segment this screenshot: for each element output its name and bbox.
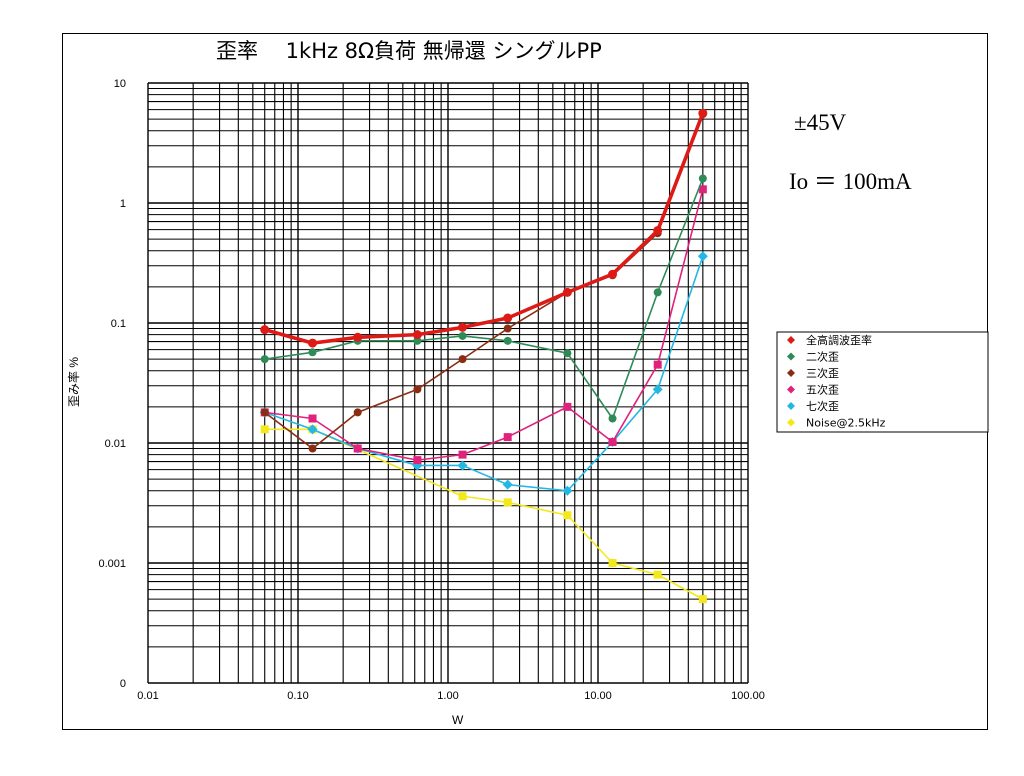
data-point <box>698 595 707 604</box>
x-axis-label: W <box>452 713 464 727</box>
data-point <box>652 384 663 395</box>
data-point <box>653 225 663 235</box>
legend-item: 三次歪 <box>787 366 839 380</box>
data-point <box>353 408 362 417</box>
chart-title: 歪率 1kHz 8Ω負荷 無帰還 シングルPP <box>216 39 602 63</box>
data-point <box>502 479 513 490</box>
data-point <box>698 185 707 194</box>
data-point <box>653 570 662 579</box>
data-point <box>458 322 468 332</box>
series-line <box>264 255 704 492</box>
x-tick-label: 100.00 <box>731 690 765 702</box>
data-point <box>698 174 707 183</box>
series-2 <box>260 110 707 453</box>
data-point <box>353 332 363 342</box>
series-layer <box>259 108 708 604</box>
data-point <box>458 450 467 459</box>
data-point <box>413 456 422 465</box>
x-tick-label: 0.01 <box>137 690 158 702</box>
x-tick-label: 10.00 <box>584 690 612 702</box>
data-point <box>562 287 572 297</box>
data-point <box>308 414 317 423</box>
data-point <box>787 369 795 377</box>
data-point <box>412 330 422 340</box>
data-point <box>260 325 270 335</box>
data-point <box>787 402 795 410</box>
grid <box>147 82 749 684</box>
data-point <box>260 408 269 417</box>
legend-item: 二次歪 <box>787 350 839 364</box>
data-point <box>458 355 467 364</box>
x-tick-label: 1.00 <box>437 690 458 702</box>
y-axis-label: 歪み率 % <box>66 357 81 407</box>
legend-label: Noise@2.5kHz <box>806 417 886 430</box>
legend-item: Noise@2.5kHz <box>787 417 886 430</box>
data-point <box>562 485 573 496</box>
data-point <box>503 336 512 345</box>
data-point <box>608 414 617 423</box>
legend-item: 七次歪 <box>787 399 839 413</box>
data-point <box>458 492 467 501</box>
series-line <box>264 112 705 345</box>
data-point <box>353 444 362 453</box>
series-line <box>264 178 704 420</box>
series-5 <box>260 425 707 604</box>
y-tick-label: 0.1 <box>111 318 126 330</box>
legend-label: 二次歪 <box>806 350 839 364</box>
data-point <box>503 313 513 323</box>
data-point <box>608 559 617 567</box>
data-point <box>457 460 468 471</box>
x-tick-label: 0.10 <box>287 690 308 702</box>
y-tick-label: 0.001 <box>98 558 126 570</box>
legend-item: 全高調波歪率 <box>787 333 872 347</box>
data-point <box>787 418 795 427</box>
data-point <box>503 498 512 507</box>
legend-box <box>776 331 989 433</box>
data-point <box>563 511 572 520</box>
data-point <box>697 251 708 262</box>
data-point <box>787 385 795 394</box>
legend-label: 五次歪 <box>806 383 839 397</box>
data-point <box>260 355 269 364</box>
data-point <box>608 437 617 446</box>
series-0 <box>260 108 708 348</box>
legend-item: 五次歪 <box>787 383 839 397</box>
y-tick-label: 1 <box>120 198 126 210</box>
tick-labels: 0.01 0.10 1.00 10.00 100.00 10 1 0.1 0.01 0.001 0 <box>98 78 764 702</box>
legend-label: 七次歪 <box>806 399 839 413</box>
data-point <box>608 269 618 279</box>
data-point <box>698 108 708 118</box>
data-point <box>308 444 317 453</box>
data-point <box>563 349 572 358</box>
y-tick-label: 10 <box>114 78 126 90</box>
legend-label: 全高調波歪率 <box>806 333 872 347</box>
data-point <box>787 336 795 344</box>
data-point <box>308 338 318 348</box>
data-point <box>413 336 422 345</box>
y-tick-label: 0 <box>120 678 126 690</box>
data-point <box>260 425 269 434</box>
data-point <box>563 402 572 411</box>
data-point <box>653 288 662 297</box>
y-tick-label: 0.01 <box>105 438 126 450</box>
data-point <box>653 360 662 369</box>
legend-label: 三次歪 <box>806 366 839 380</box>
annotation-current: Io ＝ 100mA <box>789 169 912 194</box>
series-1 <box>260 174 707 423</box>
annotation-voltage: ±45V <box>794 110 847 135</box>
data-point <box>413 385 422 394</box>
series-4 <box>259 251 708 496</box>
data-point <box>503 433 512 442</box>
data-point <box>787 352 795 361</box>
data-point <box>307 424 318 435</box>
data-point <box>503 324 512 333</box>
data-point <box>458 331 467 340</box>
data-point <box>308 348 317 357</box>
series-line <box>264 189 704 461</box>
